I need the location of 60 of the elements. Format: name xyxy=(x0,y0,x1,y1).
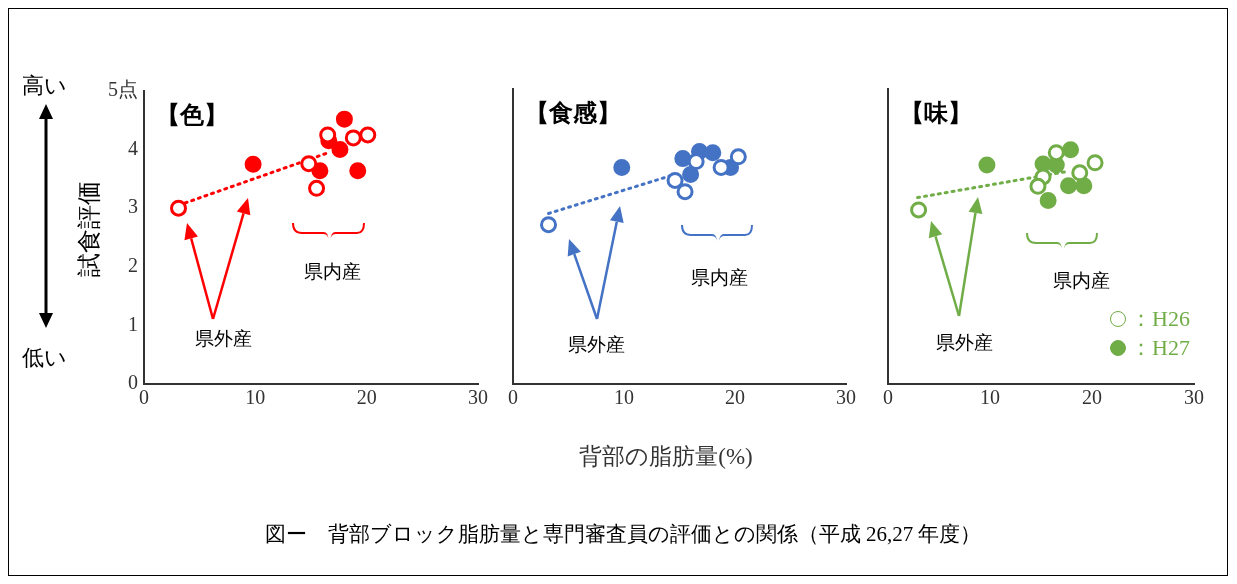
point xyxy=(613,158,631,176)
point xyxy=(335,110,353,128)
x-tick-label: 30 xyxy=(836,386,856,409)
point xyxy=(1086,154,1104,172)
annotation: 県内産 xyxy=(690,266,748,290)
text: 高い xyxy=(21,72,67,100)
point xyxy=(1029,177,1047,195)
point xyxy=(704,144,722,162)
text: 【食感】 xyxy=(525,100,621,127)
x-tick-label: 20 xyxy=(725,386,745,409)
text: 【色】 xyxy=(156,102,228,129)
y-tick-label: 4 xyxy=(128,136,138,159)
x-tick-label: 10 xyxy=(980,386,1000,409)
x-tick-label: 10 xyxy=(614,386,634,409)
point xyxy=(349,162,367,180)
annotation: 県内産 xyxy=(303,260,361,284)
x-tick-label: 0 xyxy=(508,386,518,409)
annotation: 県外産 xyxy=(194,327,252,351)
text: 低い xyxy=(21,344,67,372)
point xyxy=(910,201,928,219)
text: 【味】 xyxy=(900,100,972,127)
y-tick-label: 0 xyxy=(128,371,138,394)
point xyxy=(1039,192,1057,210)
x-tick-label: 0 xyxy=(883,386,893,409)
point xyxy=(244,155,262,173)
point xyxy=(1062,141,1080,159)
y-tick-label: 1 xyxy=(128,312,138,335)
annotation: 県内産 xyxy=(1052,269,1110,293)
point xyxy=(344,129,362,147)
x-tick-label: 10 xyxy=(245,386,266,409)
x-tick-label: 20 xyxy=(356,386,377,409)
point xyxy=(1071,164,1089,182)
point xyxy=(540,216,558,234)
point xyxy=(300,155,318,173)
y-axis-title: 試食評価 xyxy=(75,181,103,277)
y-tick-label: 5点 xyxy=(108,78,138,101)
point xyxy=(687,153,705,171)
point xyxy=(682,166,700,184)
point xyxy=(978,156,996,174)
point xyxy=(359,126,377,144)
y-tick-label: 3 xyxy=(128,195,138,218)
legend-label: ：H26 xyxy=(1130,305,1190,333)
text: 図ー 背部ブロック脂肪量と専門審査員の評価との関係（平成 26,27 年度） xyxy=(264,521,982,548)
point xyxy=(674,150,692,168)
point xyxy=(729,148,747,166)
annotation: 県外産 xyxy=(935,331,993,355)
point xyxy=(331,141,349,159)
legend-label: ：H27 xyxy=(1130,334,1190,362)
annotation: 県外産 xyxy=(567,333,625,357)
y-tick-label: 2 xyxy=(128,254,138,277)
x-tick-label: 30 xyxy=(1184,386,1204,409)
x-tick-label: 30 xyxy=(468,386,488,409)
x-tick-label: 20 xyxy=(1082,386,1102,409)
point xyxy=(666,171,684,189)
point xyxy=(1060,177,1078,195)
point xyxy=(170,199,188,217)
point xyxy=(308,179,326,197)
x-axis-title: 背部の脂肪量(%) xyxy=(579,442,753,471)
point xyxy=(1075,177,1093,195)
point xyxy=(676,183,694,201)
